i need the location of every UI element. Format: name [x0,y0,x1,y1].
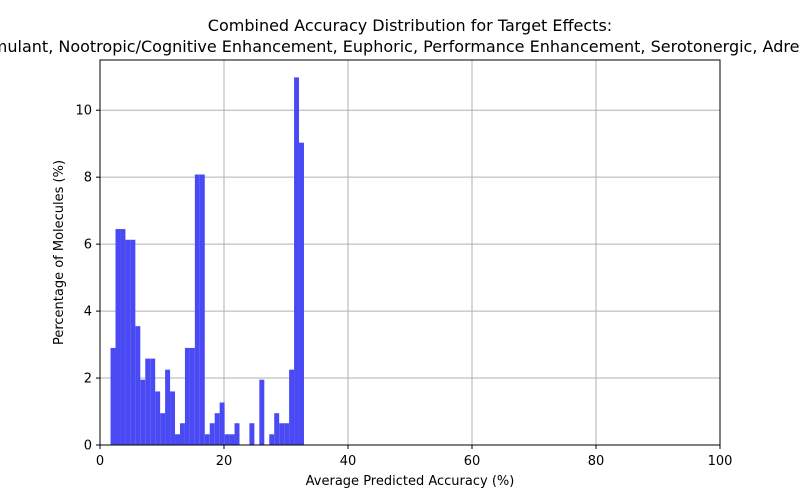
histogram-bar [125,239,131,445]
chart-title-line-2: Stimulant, Nootropic/Cognitive Enhanceme… [0,37,800,56]
histogram-bar [224,434,230,445]
histogram-bar [145,358,151,445]
histogram-bar [170,391,176,445]
histogram-bar [115,229,121,445]
x-axis-ticks: 0 20 40 60 80 100 [96,445,733,469]
x-tick-label: 60 [464,454,481,469]
histogram-bar [130,239,136,445]
x-tick-label: 80 [588,454,605,469]
histogram-bar [179,423,185,445]
y-tick-label: 10 [75,104,92,119]
histogram-bar [214,413,220,445]
histogram-bar [199,174,205,445]
histogram-bar [219,402,225,445]
x-axis-label: Average Predicted Accuracy (%) [306,474,515,489]
bars [110,77,304,446]
y-tick-label: 8 [84,171,92,186]
histogram-bar [204,434,210,445]
histogram-bar [140,379,146,445]
histogram-bar [274,413,280,445]
y-axis-label: Percentage of Molecules (%) [52,160,67,345]
histogram-bar [289,369,295,445]
histogram-bar [110,347,116,445]
y-axis-ticks: 0 2 4 6 8 10 [75,104,100,454]
y-tick-label: 0 [84,439,92,454]
histogram-bar [229,434,235,445]
x-tick-label: 0 [96,454,104,469]
y-tick-label: 2 [84,372,92,387]
histogram-bar [284,423,290,445]
histogram-bar [259,379,265,445]
histogram-bar [184,347,190,445]
histogram-bar [135,326,141,445]
histogram-bar [299,142,304,446]
histogram-bar [155,391,161,445]
chart-title-line-1: Combined Accuracy Distribution for Targe… [208,16,612,35]
histogram-bar [160,413,166,445]
histogram-bar [234,423,240,445]
x-tick-label: 20 [216,454,233,469]
histogram-bar [249,423,255,445]
histogram-bar [279,423,285,445]
histogram-bar [294,77,300,446]
histogram-bar [194,174,200,445]
histogram-bar [150,358,156,445]
histogram-bar [269,434,275,445]
histogram-bar [120,229,126,445]
y-tick-label: 4 [84,305,92,320]
y-tick-label: 6 [84,238,92,253]
histogram-bar [175,434,180,445]
histogram-bar [165,369,171,445]
histogram-bar [189,347,195,445]
x-tick-label: 100 [708,454,733,469]
plot-frame [99,59,721,446]
x-tick-label: 40 [340,454,357,469]
histogram-bar [209,423,215,445]
